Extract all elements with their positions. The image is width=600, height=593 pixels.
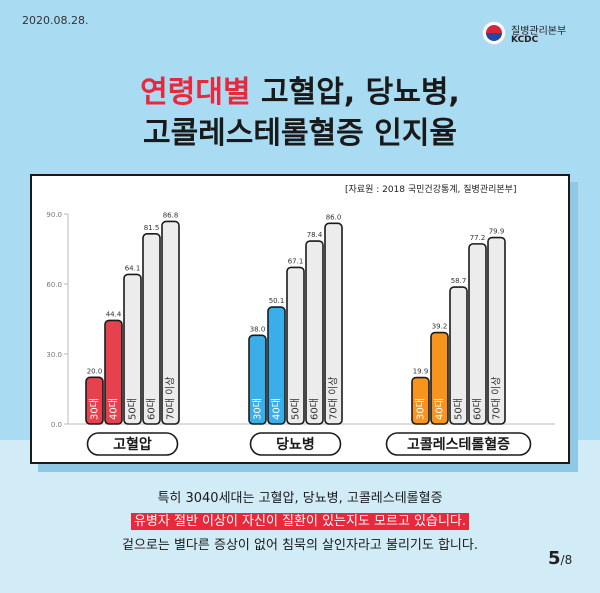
data-label: 86.0: [326, 213, 342, 221]
y-tick-label: 0.0: [51, 421, 62, 429]
category-label: 40대: [271, 398, 283, 420]
data-label: 79.9: [489, 228, 505, 236]
bar: [487, 236, 506, 425]
bar: [142, 233, 161, 425]
logo-abbr: KCDC: [511, 35, 539, 45]
date: 2020.08.28.: [22, 14, 89, 27]
category-label: 40대: [434, 398, 446, 420]
group-label: 고혈압: [113, 436, 152, 453]
category-label: 70대 이상: [165, 376, 177, 420]
title-line1-rest: 고혈압, 당뇨병,: [250, 75, 460, 110]
category-label: 40대: [108, 398, 120, 420]
page-total: /8: [560, 553, 573, 567]
category-label: 50대: [290, 398, 302, 420]
category-label: 30대: [415, 398, 427, 420]
bar: [430, 331, 449, 425]
group-label: 고콜레스테롤혈증: [407, 436, 510, 453]
group-label-pill: [86, 432, 179, 456]
data-label: 39.2: [432, 323, 448, 331]
page-indicator: 5/8: [548, 548, 572, 569]
data-label: 64.1: [125, 264, 141, 272]
data-label: 78.4: [307, 231, 323, 239]
group-label-pill: [249, 432, 342, 456]
y-tick-label: 30.0: [46, 351, 62, 359]
bar: [411, 376, 430, 425]
body-text-line2: 유병자 절반 이상이 자신이 질환이 있는지도 모르고 있습니다.: [0, 510, 600, 530]
data-label: 50.1: [269, 297, 285, 305]
taegeuk-icon: [483, 22, 505, 44]
bar: [286, 266, 305, 425]
bar: [305, 240, 324, 425]
data-label: 58.7: [451, 277, 467, 285]
category-label: 50대: [453, 398, 465, 420]
data-label: 20.0: [87, 367, 103, 375]
page-title-line2: 고콜레스테롤혈증 인지율: [142, 116, 458, 151]
category-label: 70대 이상: [491, 376, 503, 420]
category-label: 50대: [127, 398, 139, 420]
body-text-line3: 겉으로는 별다른 증상이 없어 침묵의 살인자라고 불리기도 합니다.: [122, 538, 478, 553]
bar: [449, 286, 468, 425]
category-label: 60대: [472, 398, 484, 420]
data-label: 67.1: [288, 257, 304, 265]
bar: [85, 376, 104, 425]
title-highlight: 연령대별: [140, 75, 251, 110]
page-current: 5: [548, 548, 561, 569]
data-label: 77.2: [470, 234, 486, 242]
category-label: 30대: [252, 398, 264, 420]
y-tick-label: 60.0: [46, 281, 62, 289]
y-tick-label: 90.0: [46, 211, 62, 219]
data-source: [자료원 : 2018 국민건강통계, 질병관리본부]: [345, 185, 517, 195]
data-label: 44.4: [106, 310, 122, 318]
page-title-line1: 연령대별 고혈압, 당뇨병,: [0, 74, 600, 112]
data-label: 38.0: [250, 325, 266, 333]
data-label: 86.8: [163, 211, 179, 219]
data-label: 19.9: [413, 368, 429, 376]
category-label: 60대: [146, 398, 158, 420]
category-label: 60대: [309, 398, 321, 420]
highlighted-text: 유병자 절반 이상이 자신이 질환이 있는지도 모르고 있습니다.: [130, 513, 470, 530]
group-label-pill: [385, 432, 532, 456]
bar: [248, 334, 267, 425]
category-label: 70대 이상: [328, 376, 340, 420]
bar: [123, 273, 142, 425]
bar: [267, 306, 286, 425]
category-label: 30대: [89, 398, 101, 420]
body-text-line1: 특히 3040세대는 고혈압, 당뇨병, 고콜레스테롤혈증: [157, 491, 443, 506]
group-label: 당뇨병: [276, 436, 315, 453]
bar: [468, 243, 487, 425]
bar: [104, 319, 123, 425]
data-label: 81.5: [144, 224, 160, 232]
kcdc-logo: 질병관리본부 KCDC: [483, 20, 593, 52]
bar: [161, 220, 180, 425]
logo-name: 질병관리본부: [511, 26, 567, 37]
bar: [324, 222, 343, 425]
